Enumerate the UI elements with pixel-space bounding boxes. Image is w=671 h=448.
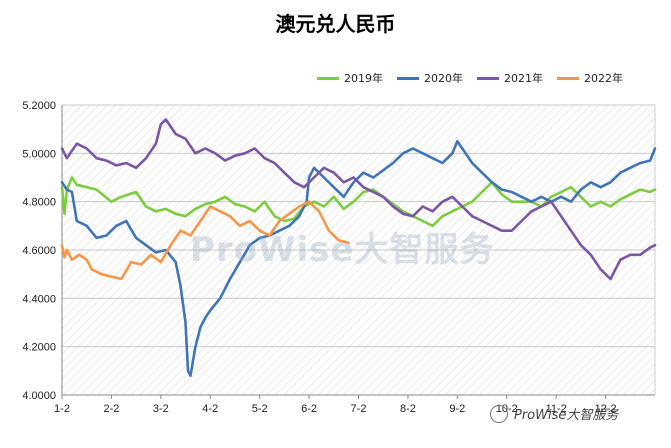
x-tick-label: 6-2: [301, 403, 317, 415]
y-tick-label: 4.6000: [22, 245, 56, 257]
x-tick-label: 12-2: [595, 403, 617, 415]
legend-label: 2021年: [504, 72, 543, 85]
y-tick-label: 4.2000: [22, 342, 56, 354]
x-tick-label: 9-2: [449, 403, 465, 415]
wechat-icon: [490, 404, 508, 423]
legend-label: 2022年: [584, 72, 623, 85]
legend-swatch: [557, 76, 579, 80]
series-line-2021年: [60, 118, 657, 281]
x-tick-label: 5-2: [252, 403, 268, 415]
y-tick-label: 5.2000: [22, 100, 56, 112]
legend-swatch: [317, 76, 339, 80]
chart-title: 澳元兑人民币: [275, 12, 396, 36]
x-tick-label: 3-2: [153, 403, 169, 415]
legend-swatch: [397, 76, 419, 80]
legend-item: 2020年: [397, 70, 463, 86]
watermark-text: ProWise大智服务: [514, 408, 619, 423]
y-tick-label: 5.0000: [22, 148, 56, 160]
x-tick-label: 1-2: [54, 403, 70, 415]
y-tick-label: 4.8000: [22, 197, 56, 209]
legend-item: 2022年: [557, 70, 623, 86]
series-line-2022年: [60, 200, 350, 281]
legend-swatch: [477, 76, 499, 80]
legend-label: 2019年: [344, 72, 383, 85]
x-tick-label: 11-2: [546, 403, 567, 415]
x-tick-label: 8-2: [400, 403, 416, 415]
series-line-2019年: [60, 176, 657, 228]
series-line-2020年: [60, 140, 657, 378]
x-tick-label: 7-2: [351, 403, 367, 415]
legend-item: 2019年: [317, 70, 383, 86]
chart-legend: 2019年 2020年 2021年 2022年: [317, 70, 623, 86]
x-tick-label: 2-2: [103, 403, 119, 415]
legend-label: 2020年: [424, 72, 463, 85]
x-tick-label: 4-2: [202, 403, 218, 415]
legend-item: 2021年: [477, 70, 543, 86]
corner-watermark: ProWise大智服务: [490, 404, 618, 423]
y-tick-label: 4.4000: [22, 293, 56, 305]
y-tick-label: 4.0000: [22, 390, 56, 402]
